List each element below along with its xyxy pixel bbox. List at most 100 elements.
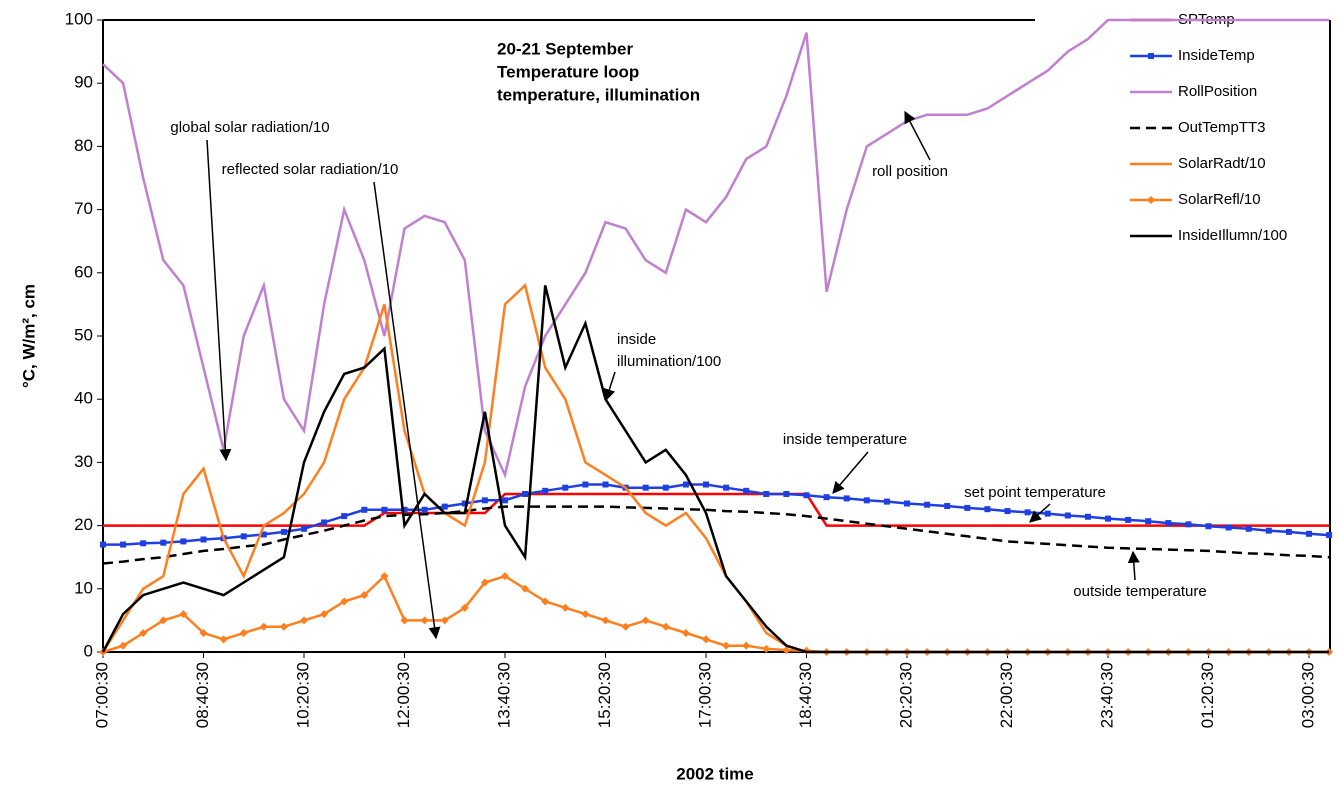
point-marker: [321, 519, 328, 526]
point-marker: [502, 497, 508, 504]
point-marker: [964, 504, 971, 511]
point-marker: [480, 578, 489, 587]
point-marker: [1245, 525, 1252, 532]
x-tick-label: 12:00:30: [394, 662, 413, 728]
point-marker: [742, 641, 751, 650]
point-marker: [541, 597, 550, 606]
y-tick-label: 30: [74, 452, 93, 471]
point-marker: [883, 498, 890, 505]
point-marker: [1064, 512, 1071, 519]
point-marker: [301, 525, 307, 532]
point-marker: [100, 541, 106, 548]
point-marker: [681, 629, 690, 638]
point-marker: [561, 603, 570, 612]
point-marker: [179, 610, 188, 619]
annotation: illumination/100: [617, 353, 721, 370]
y-tick-label: 0: [84, 641, 93, 660]
point-marker: [803, 492, 810, 499]
point-marker: [984, 506, 991, 513]
point-marker: [522, 491, 529, 497]
point-marker: [1205, 523, 1212, 530]
point-marker: [501, 572, 509, 581]
point-marker: [341, 513, 348, 520]
series-line: [103, 492, 1330, 527]
point-marker: [440, 616, 449, 625]
point-marker: [360, 591, 369, 600]
point-marker: [140, 540, 147, 547]
point-marker: [601, 616, 610, 625]
point-marker: [743, 487, 750, 494]
series-line: [102, 505, 1330, 565]
point-marker: [219, 635, 228, 644]
legend-label: SolarRefl/10: [1178, 191, 1261, 208]
point-marker: [421, 506, 428, 513]
point-marker: [904, 500, 910, 507]
y-tick-label: 40: [74, 389, 93, 408]
point-marker: [381, 506, 388, 513]
point-marker: [661, 622, 670, 631]
y-tick-label: 80: [74, 136, 93, 155]
point-marker: [259, 622, 268, 631]
x-tick-label: 03:00:30: [1298, 662, 1317, 728]
y-tick-label: 100: [65, 9, 93, 28]
chart-title: 20-21 September: [497, 39, 633, 58]
point-marker: [139, 629, 148, 638]
point-marker: [119, 641, 128, 650]
point-marker: [823, 494, 830, 501]
point-marker: [944, 503, 951, 510]
point-marker: [460, 603, 469, 612]
annotation-arrow: [1127, 550, 1140, 581]
point-marker: [602, 481, 609, 488]
point-marker: [642, 484, 649, 491]
point-marker: [461, 500, 468, 507]
y-tick-label: 50: [74, 325, 93, 344]
y-axis-label: °C, W/m², cm: [19, 284, 38, 388]
x-tick-label: 20:20:30: [896, 662, 915, 728]
y-tick-label: 60: [74, 262, 93, 281]
point-marker: [924, 501, 931, 508]
point-marker: [582, 481, 589, 488]
x-tick-label: 15:20:30: [595, 662, 614, 728]
annotation: outside temperature: [1073, 583, 1206, 600]
point-marker: [1306, 530, 1312, 537]
x-tick-label: 10:20:30: [293, 662, 312, 728]
point-marker: [662, 484, 669, 491]
point-marker: [562, 484, 569, 491]
point-marker: [723, 484, 730, 491]
x-tick-label: 22:00:30: [997, 662, 1016, 728]
point-marker: [1044, 510, 1051, 517]
point-marker: [300, 616, 308, 625]
point-marker: [1145, 518, 1152, 525]
y-tick-label: 20: [74, 515, 93, 534]
chart-title: temperature, illumination: [497, 85, 700, 104]
point-marker: [702, 635, 710, 644]
x-axis-label: 2002 time: [676, 764, 754, 783]
legend-label: RollPosition: [1178, 83, 1257, 100]
annotation: roll position: [872, 163, 948, 180]
point-marker: [863, 497, 870, 504]
y-tick-label: 70: [74, 199, 93, 218]
point-marker: [280, 528, 287, 535]
annotation: global solar radiation/10: [170, 119, 329, 136]
point-marker: [1024, 509, 1031, 516]
chart-title: Temperature loop: [497, 62, 639, 81]
annotation: inside: [617, 331, 656, 348]
point-marker: [159, 616, 168, 625]
point-marker: [1285, 528, 1292, 535]
annotation-arrow: [603, 371, 616, 402]
x-tick-label: 01:20:30: [1198, 662, 1217, 728]
point-marker: [180, 538, 187, 545]
point-marker: [1084, 513, 1091, 520]
annotation-arrow: [904, 110, 931, 161]
point-marker: [703, 481, 709, 488]
point-marker: [581, 610, 590, 619]
point-marker: [1165, 520, 1172, 527]
point-marker: [441, 503, 448, 510]
x-tick-label: 13:40:30: [494, 662, 513, 728]
annotation-arrow: [206, 139, 232, 462]
point-marker: [481, 497, 488, 504]
point-marker: [763, 491, 770, 497]
series-line: [101, 285, 1330, 654]
x-tick-label: 08:40:30: [193, 662, 212, 728]
